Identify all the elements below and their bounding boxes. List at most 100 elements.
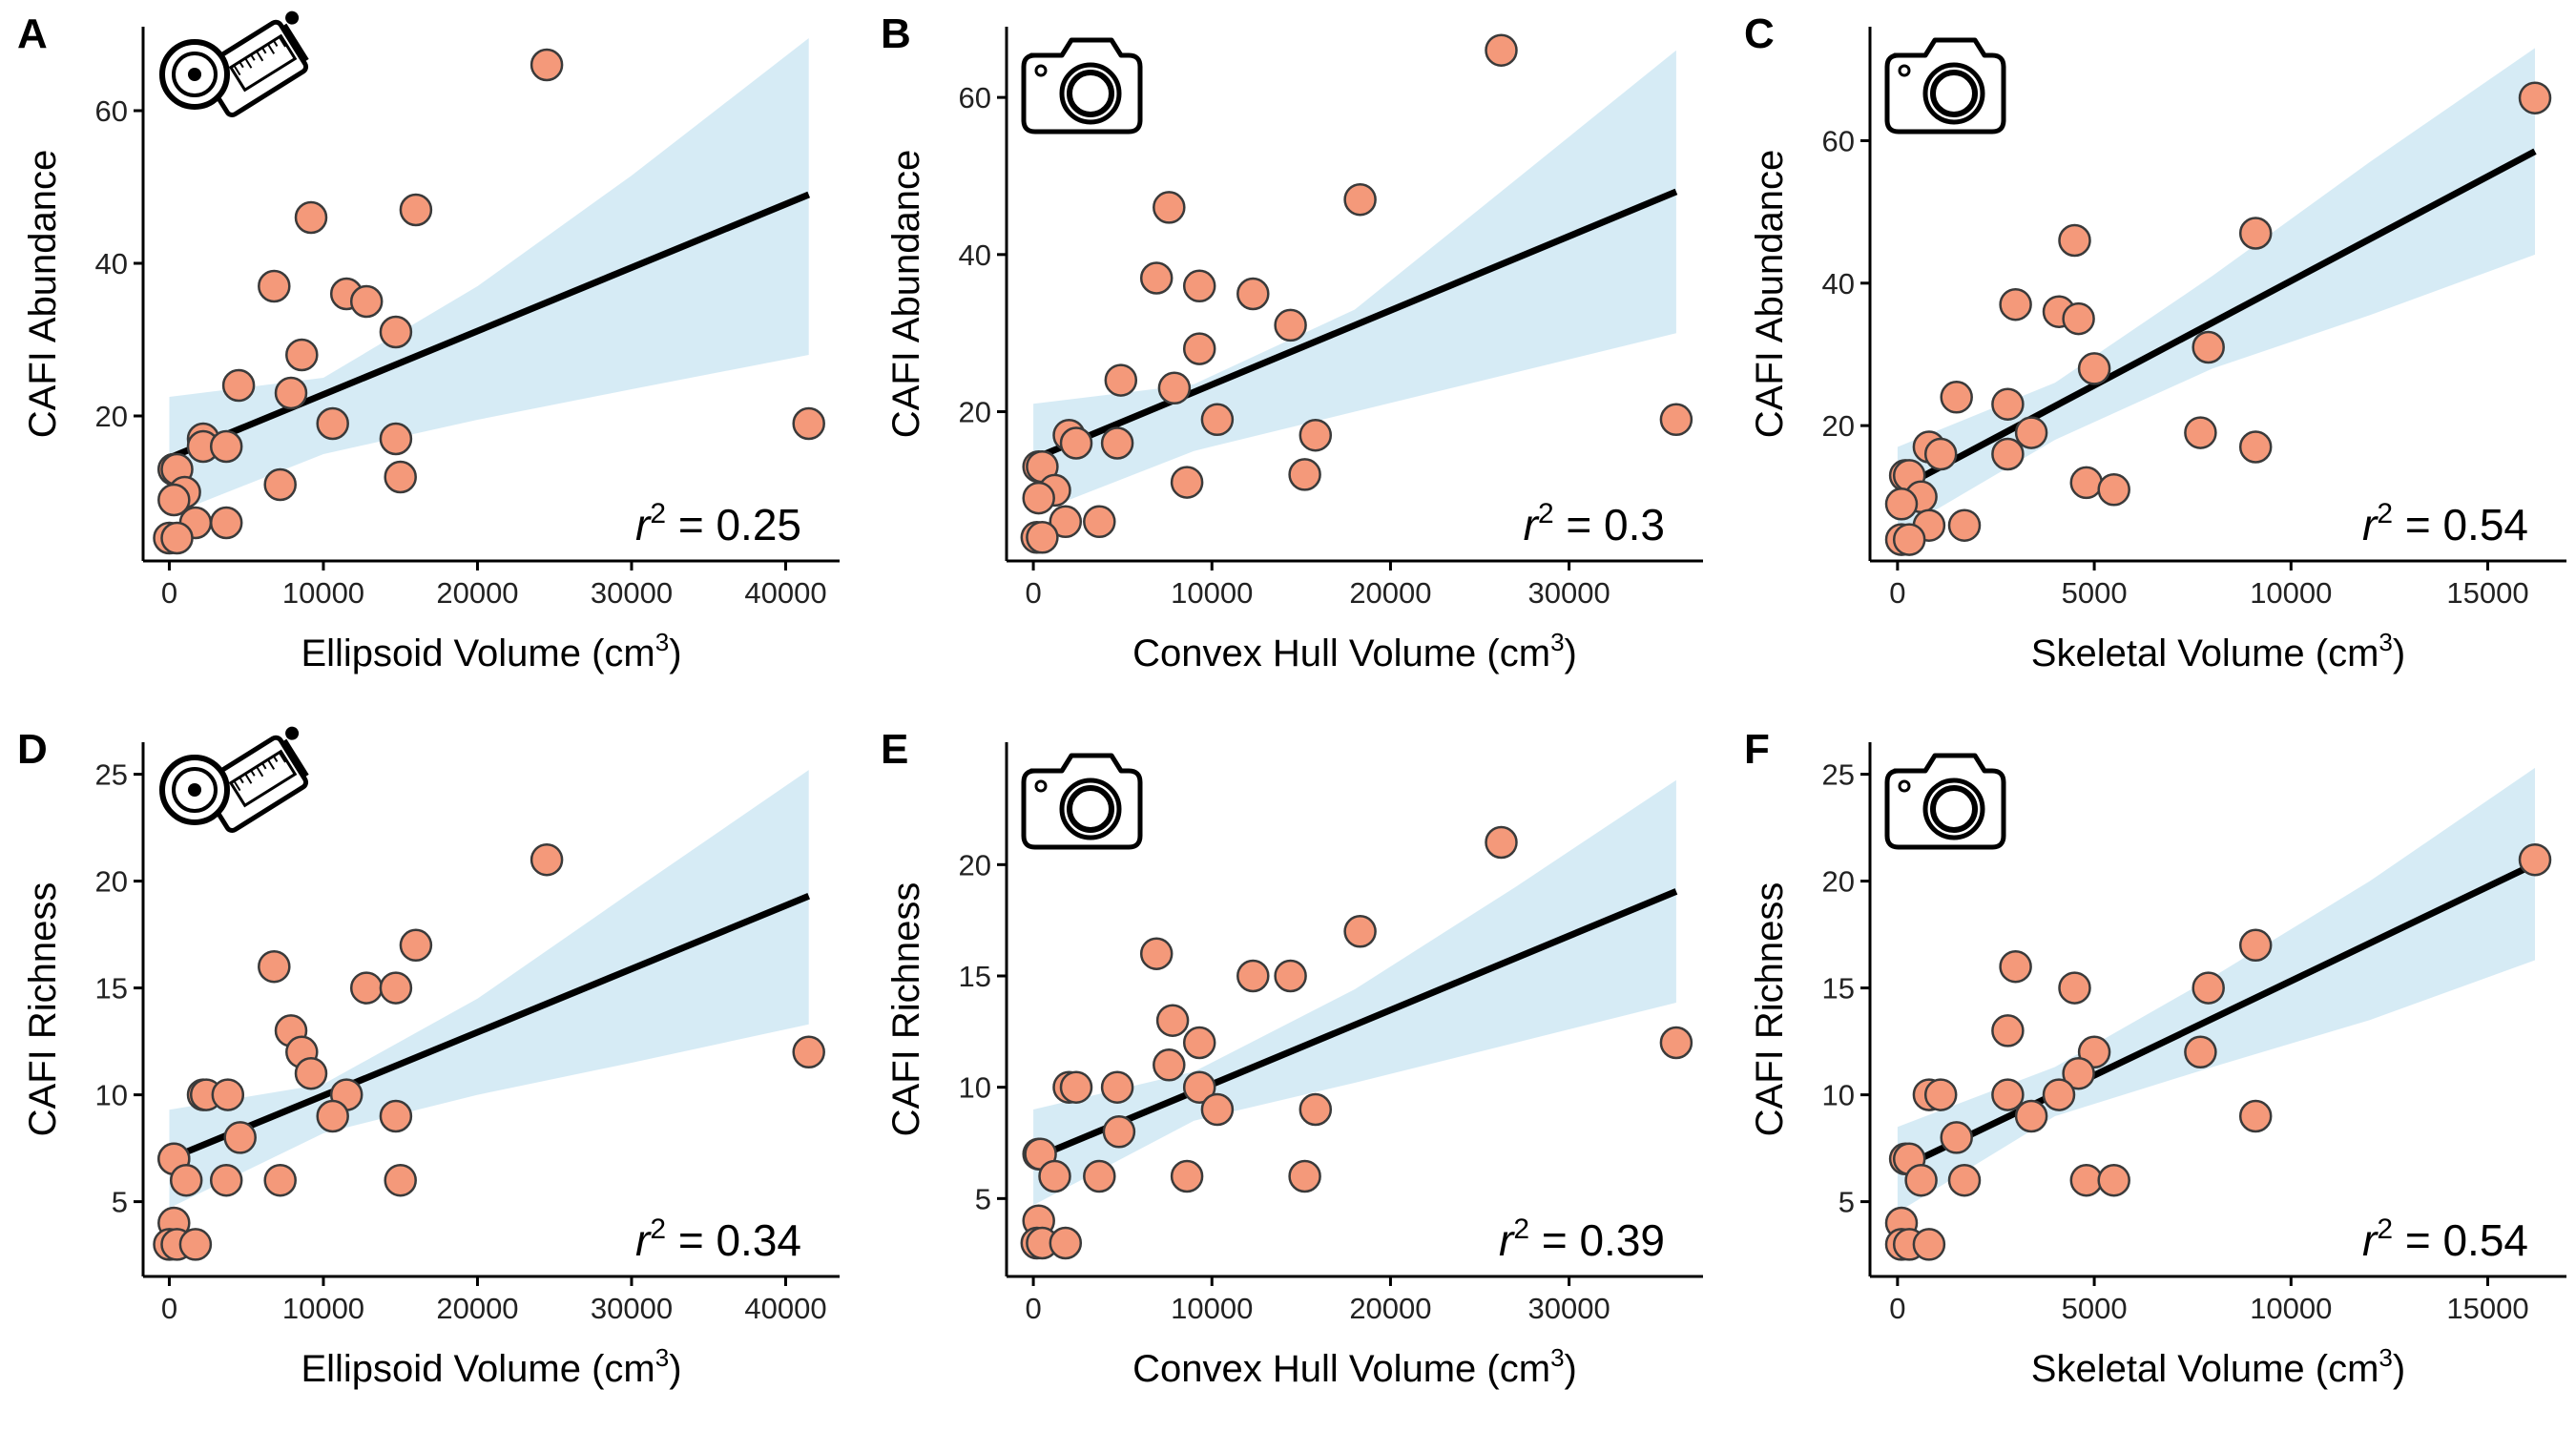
data-point [1139,937,1174,970]
y-tick-label: 15 [1822,972,1855,1006]
x-tick-label: 0 [1889,1292,1905,1325]
x-tick-label: 5000 [2062,576,2128,610]
tape-tick [244,773,253,784]
y-axis-title: CAFI Richness [1749,882,1791,1137]
r-squared-value: = 0.34 [666,1215,801,1265]
regression-line [1896,148,2537,493]
camera-flash [1898,779,1911,793]
tape-tick [267,758,276,770]
data-point [1485,825,1518,860]
data-point [1343,182,1377,217]
data-point [399,928,433,963]
y-tick-label: 5 [112,1186,128,1219]
data-point [2058,223,2091,258]
data-point [1236,277,1270,311]
data-point [2192,971,2225,1005]
data-point [2238,217,2273,250]
data-point [1022,481,1055,515]
x-axis-title-main: Convex Hull Volume (cm [1132,1348,1550,1390]
y-tick-label: 10 [95,1079,128,1112]
data-point [2238,430,2273,464]
data-point [1274,308,1307,342]
camera-lens-inner [1067,785,1114,833]
r-squared-superscript: 2 [650,498,666,529]
x-axis-title-end: ) [2393,1348,2405,1390]
data-point [285,338,319,372]
regression-line [1031,188,1678,463]
panel-d: 0 10000 20000 30000 40000 5 10 15 20 25 Ellipsoid … [17,726,840,1390]
r-squared-symbol: r [635,1215,652,1265]
y-axis-title: CAFI Abundance [885,150,927,438]
y-tick-label: 15 [959,960,991,993]
r-squared-label: r2 = 0.54 [2362,498,2528,550]
tape-hook [285,10,300,25]
data-point [1182,332,1216,365]
data-point [1038,1159,1071,1193]
x-axis-title-superscript: 3 [2379,1343,2392,1372]
y-tick-label: 20 [959,848,991,881]
camera-flash [1034,779,1048,793]
y-axis-title: CAFI Richness [22,882,64,1137]
camera-icon [1884,37,2006,135]
r-squared-superscript: 2 [2377,1213,2393,1245]
data-point [1200,403,1235,437]
panel-letter: B [881,10,911,57]
x-tick-label: 0 [161,576,177,610]
data-point [2097,473,2130,507]
data-point [1991,1078,2025,1111]
panel-b: 0 10000 20000 30000 20 40 60 Convex Hull Volume… [881,10,1703,674]
r-squared-symbol: r [1524,500,1540,550]
r-squared-value: = 0.3 [1554,500,1665,550]
x-tick-label: 10000 [282,576,364,610]
x-axis-title-end: ) [669,1348,681,1390]
tape-tick [261,762,267,770]
regression-line [168,191,811,462]
camera-icon [1021,37,1143,135]
regression-line [1031,888,1678,1162]
data-point [2058,971,2091,1005]
x-tick-label: 20000 [436,1292,518,1325]
y-tick-label: 40 [959,238,991,272]
y-tick-label: 20 [1822,409,1855,443]
x-axis-title-main: Skeletal Volume (cm [2031,633,2379,674]
y-tick-label: 60 [1822,124,1855,157]
data-point [379,422,413,456]
y-axis-title: CAFI Abundance [22,150,64,438]
data-point [1200,1092,1235,1127]
r-squared-label: r2 = 0.39 [1499,1213,1665,1265]
x-axis-title-superscript: 3 [655,1343,669,1372]
data-point [1940,1121,1973,1154]
data-point [379,971,413,1005]
x-axis-title-main: Skeletal Volume (cm [2031,1348,2379,1390]
data-point [2192,330,2225,364]
data-point [1083,1159,1116,1193]
confidence-band [1033,50,1676,514]
x-tick-label: 20000 [1349,1292,1431,1325]
tape-tick [256,51,264,62]
tape-reel-ring [172,767,218,813]
x-axis-title-main: Ellipsoid Volume (cm [301,1348,654,1390]
y-tick-label: 25 [95,758,128,792]
data-point [2097,1163,2130,1197]
data-point [1892,523,1926,556]
r-squared-value: = 0.39 [1529,1215,1665,1265]
x-tick-label: 20000 [1349,576,1431,610]
y-tick-label: 5 [975,1182,991,1215]
camera-flash [1898,64,1911,77]
data-point [349,971,384,1005]
r-squared-label: r2 = 0.25 [635,498,801,550]
data-point [2518,842,2552,877]
data-point [1288,458,1321,491]
tape-end-cap [280,23,309,64]
camera-lens-inner [1067,70,1114,117]
y-tick-label: 40 [95,247,128,280]
y-tick-label: 25 [1822,758,1855,792]
data-point [1991,387,2025,421]
x-tick-label: 20000 [436,576,518,610]
data-point [2069,1163,2104,1197]
data-point [1947,1163,1982,1197]
data-point [384,460,417,494]
r-squared-symbol: r [635,500,652,550]
data-point [1940,381,1973,414]
y-tick-label: 60 [95,94,128,128]
